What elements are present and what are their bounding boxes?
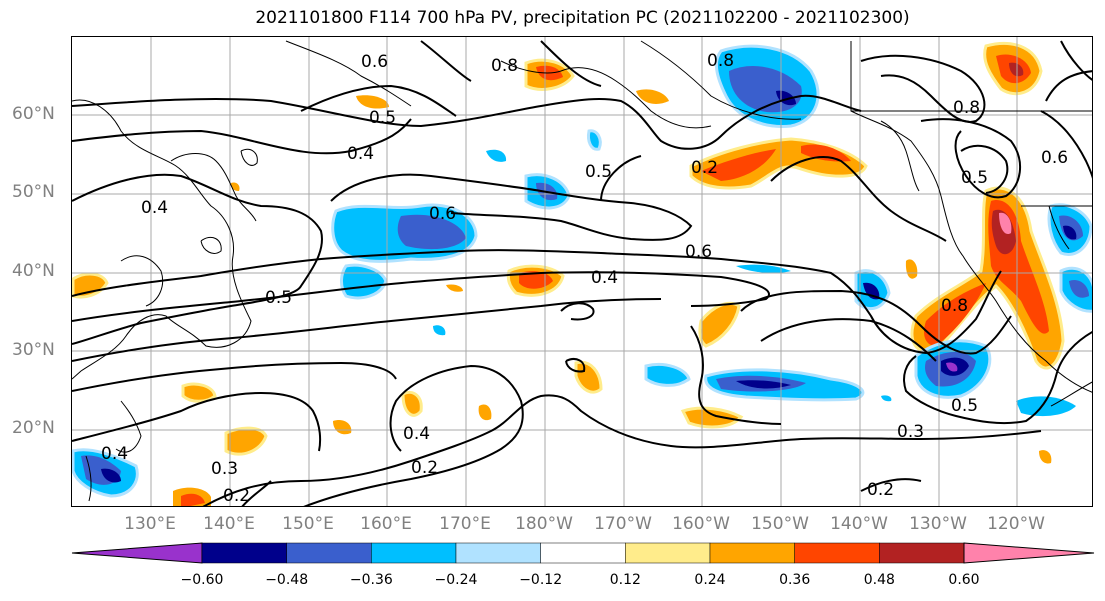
colorbar-tick-label: −0.12 bbox=[519, 572, 563, 588]
contour-label: 0.8 bbox=[707, 51, 734, 71]
colorbar-tick-label: 0.48 bbox=[863, 572, 895, 588]
contour-label: 0.4 bbox=[141, 198, 168, 218]
contour-label: 0.5 bbox=[951, 396, 978, 416]
lon-label-140e: 140°E bbox=[203, 514, 255, 534]
map-title: 2021101800 F114 700 hPa PV, precipitatio… bbox=[255, 8, 910, 28]
colorbar-cell bbox=[71, 542, 203, 564]
lat-label-20n: 20°N bbox=[12, 418, 55, 438]
lon-label-150e: 150°E bbox=[282, 514, 334, 534]
contour-label: 0.8 bbox=[953, 98, 980, 118]
lat-label-40n: 40°N bbox=[12, 261, 55, 281]
lat-label-30n: 30°N bbox=[12, 340, 55, 360]
contour-label: 0.5 bbox=[961, 168, 988, 188]
map-panel: 0.6 0.8 0.8 0.8 0.5 0.4 0.4 0.6 0.5 0.6 … bbox=[71, 36, 1093, 507]
contour-label: 0.5 bbox=[265, 288, 292, 308]
lon-label-140w: 140°W bbox=[830, 514, 888, 534]
lat-label-60n: 60°N bbox=[12, 104, 55, 124]
colorbar-cell bbox=[625, 542, 711, 564]
colorbar-cell bbox=[286, 542, 372, 564]
lon-label-160w: 160°W bbox=[672, 514, 730, 534]
colorbar bbox=[71, 542, 1095, 564]
contour-label: 0.6 bbox=[685, 242, 712, 262]
lon-label-170e: 170°E bbox=[439, 514, 491, 534]
contour-label: 0.3 bbox=[211, 459, 238, 479]
contour-label: 0.2 bbox=[411, 458, 438, 478]
contour-label: 0.4 bbox=[101, 444, 128, 464]
lon-label-180w: 180°W bbox=[515, 514, 573, 534]
colorbar-tick-label: 0.12 bbox=[609, 572, 641, 588]
colorbar-cell bbox=[794, 542, 880, 564]
colorbar-tick-label: −0.36 bbox=[349, 572, 393, 588]
contour-label: 0.2 bbox=[223, 486, 250, 506]
colorbar-cell bbox=[709, 542, 795, 564]
map-canvas: 0.6 0.8 0.8 0.8 0.5 0.4 0.4 0.6 0.5 0.6 … bbox=[72, 37, 1092, 506]
lon-label-130w: 130°W bbox=[909, 514, 967, 534]
colorbar-cell bbox=[455, 542, 541, 564]
contour-label: 0.3 bbox=[897, 422, 924, 442]
contour-label: 0.6 bbox=[1041, 148, 1068, 168]
colorbar-cell bbox=[879, 542, 965, 564]
lon-label-170w: 170°W bbox=[594, 514, 652, 534]
colorbar-tick-label: −0.24 bbox=[434, 572, 478, 588]
contour-label: 0.5 bbox=[369, 108, 396, 128]
contour-label: 0.5 bbox=[585, 162, 612, 182]
contour-label: 0.2 bbox=[691, 158, 718, 178]
contour-label: 0.4 bbox=[591, 268, 618, 288]
lon-label-150w: 150°W bbox=[751, 514, 809, 534]
contour-label: 0.4 bbox=[347, 144, 374, 164]
colorbar-tick-label: 0.24 bbox=[694, 572, 726, 588]
lon-label-120w: 120°W bbox=[987, 514, 1045, 534]
lon-label-160e: 160°E bbox=[360, 514, 412, 534]
colorbar-tick-label: 0.60 bbox=[948, 572, 980, 588]
pv-contours bbox=[72, 40, 1092, 506]
colorbar-tick-label: −0.48 bbox=[265, 572, 309, 588]
contour-label: 0.8 bbox=[941, 296, 968, 316]
colorbar-tick-label: −0.60 bbox=[180, 572, 224, 588]
map-gridlines bbox=[72, 37, 1092, 506]
contour-labels: 0.6 0.8 0.8 0.8 0.5 0.4 0.4 0.6 0.5 0.6 … bbox=[101, 51, 1068, 506]
colorbar-cell bbox=[540, 542, 626, 564]
precipitation-shading bbox=[72, 41, 1092, 506]
contour-label: 0.4 bbox=[403, 424, 430, 444]
coastlines bbox=[72, 40, 1092, 502]
contour-label: 0.6 bbox=[361, 52, 388, 72]
lon-label-130e: 130°E bbox=[124, 514, 176, 534]
contour-label: 0.6 bbox=[429, 204, 456, 224]
colorbar-tick-label: 0.36 bbox=[779, 572, 811, 588]
colorbar-cell bbox=[201, 542, 287, 564]
colorbar-cell bbox=[371, 542, 457, 564]
colorbar-cell bbox=[963, 542, 1095, 564]
contour-label: 0.8 bbox=[491, 56, 518, 76]
lat-label-50n: 50°N bbox=[12, 182, 55, 202]
contour-label: 0.2 bbox=[867, 480, 894, 500]
